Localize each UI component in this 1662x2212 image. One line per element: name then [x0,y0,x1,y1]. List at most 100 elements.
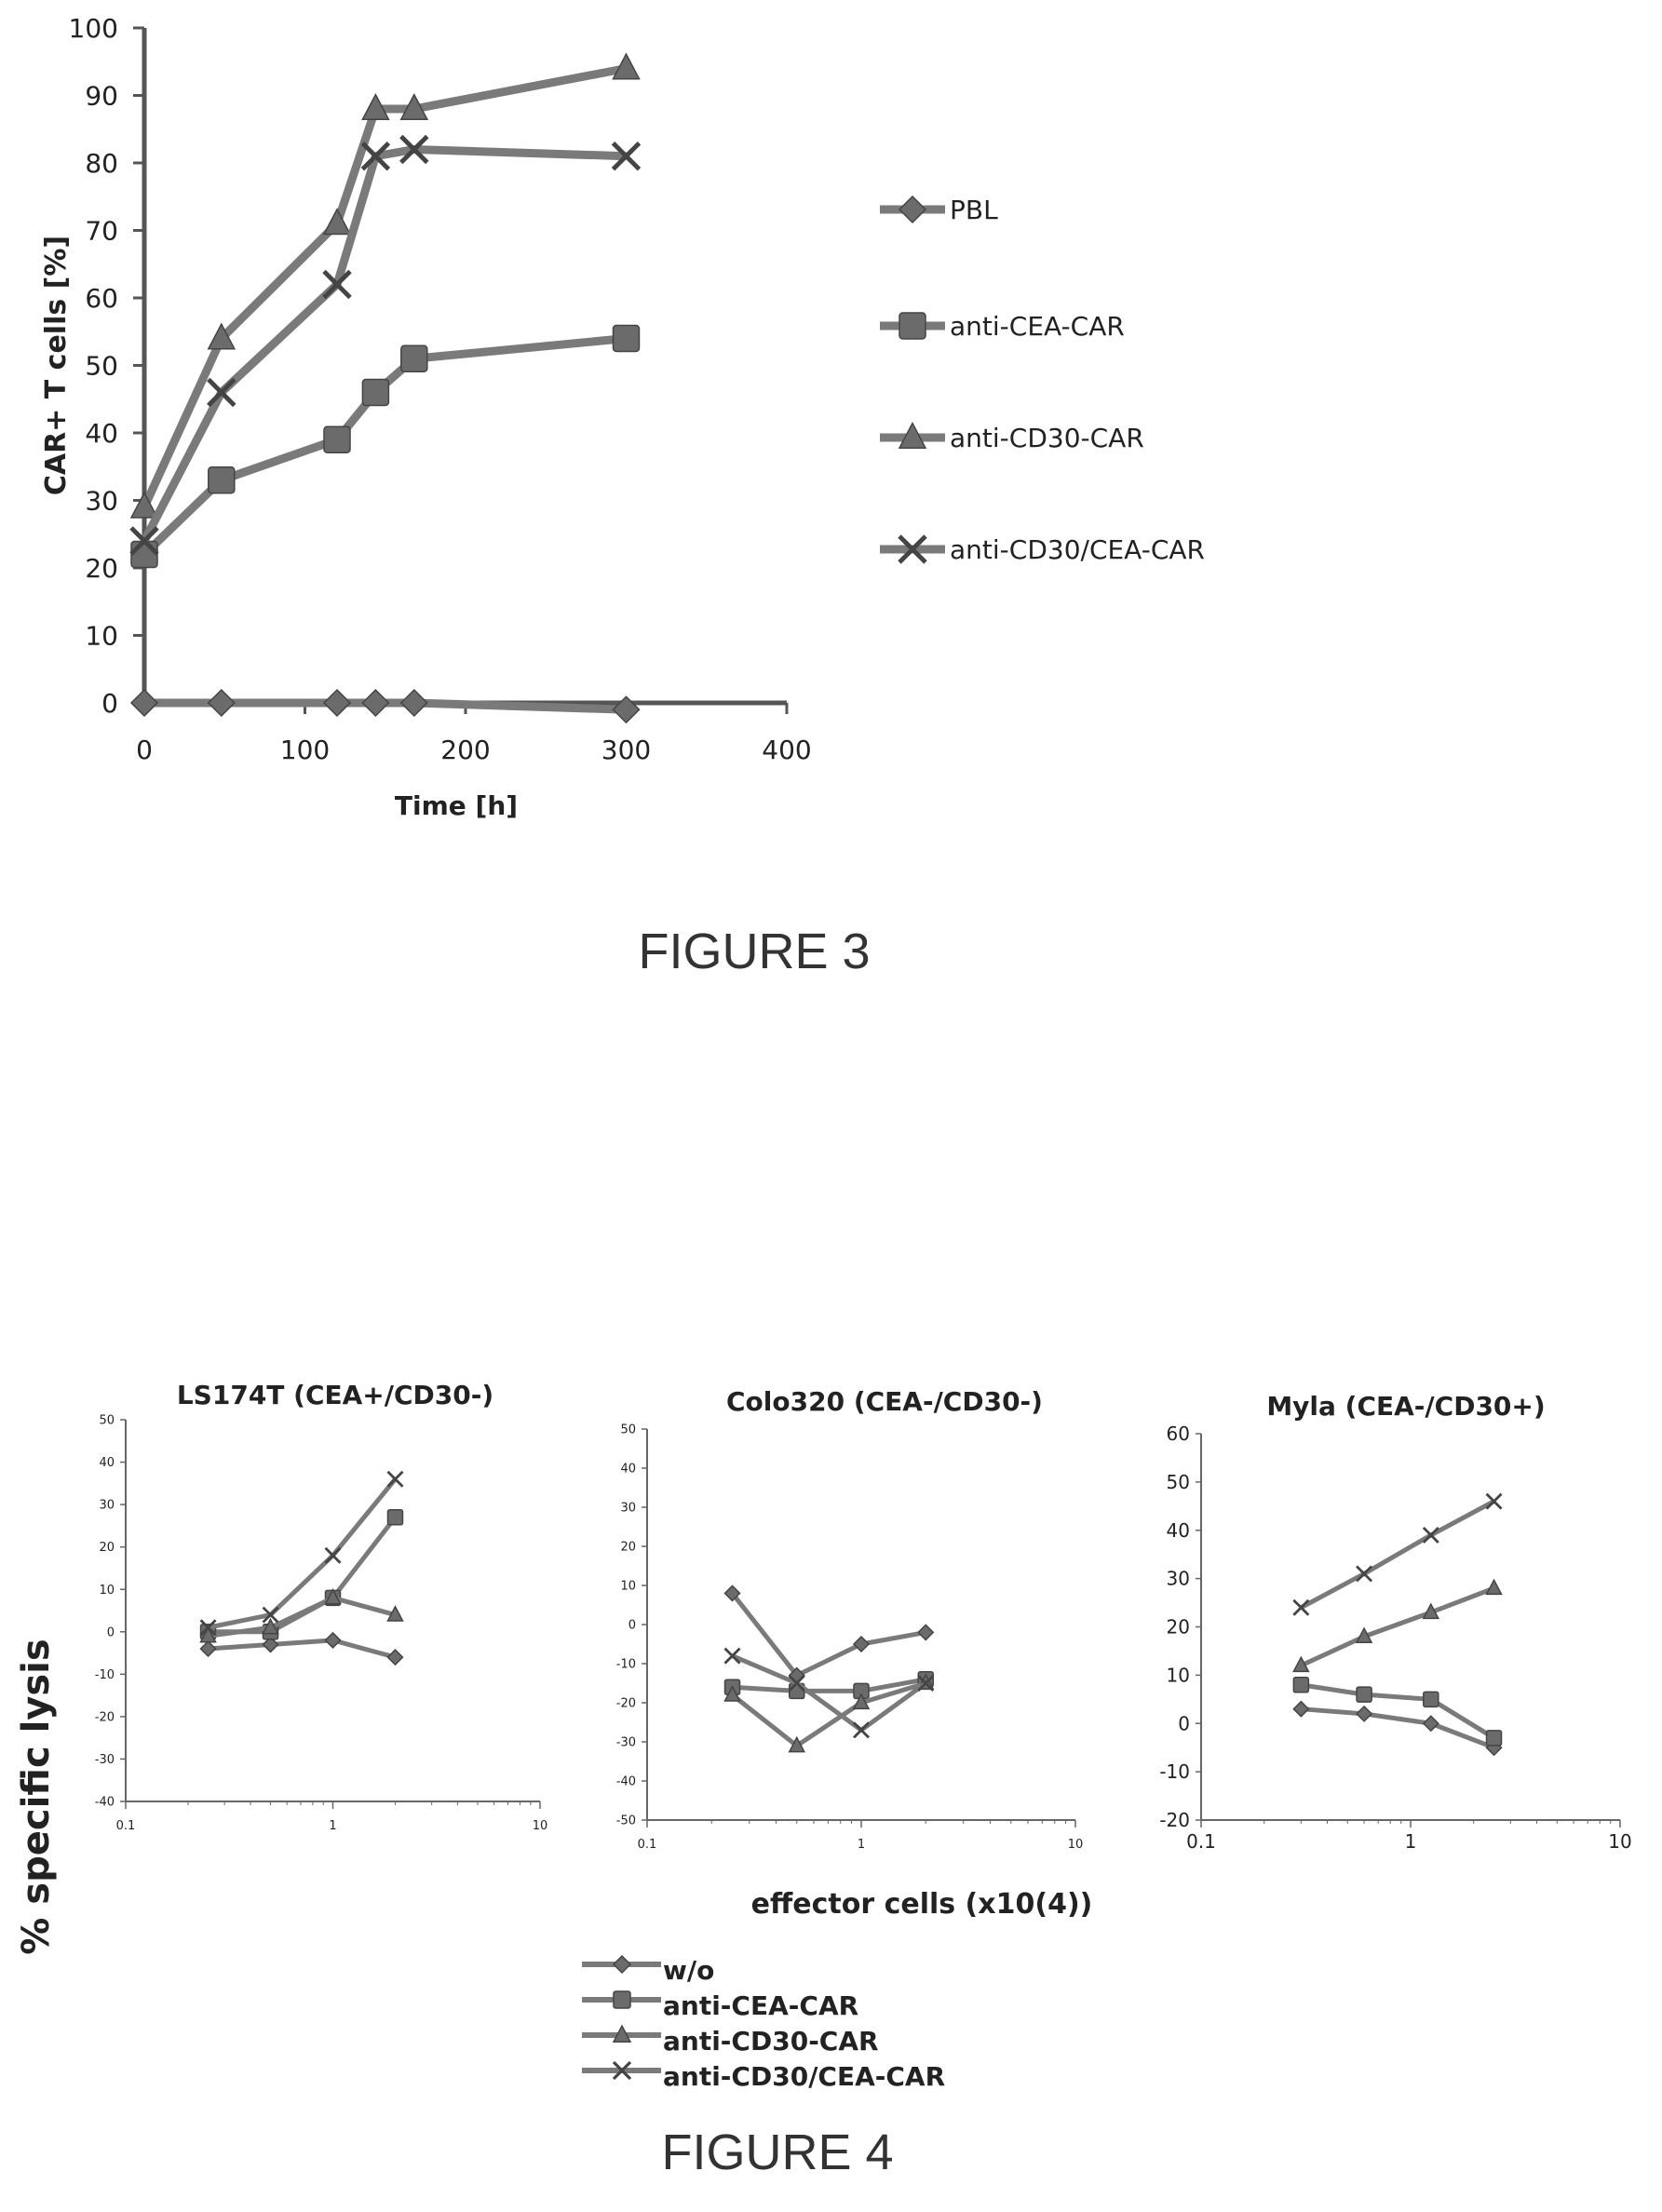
fig4-y-tick-label: -10 [95,1668,115,1682]
fig4-x-tick-label: 10 [533,1819,548,1833]
fig4-line-anti-cea-car [732,1677,926,1693]
fig4-x-tick-label: 10 [1608,1830,1631,1853]
fig3-point-anti-cd30-cea-car [399,134,429,165]
fig3-point-anti-cd30-cea-car-stroke-b [322,269,352,300]
fig3-y-tick-label: 40 [85,418,118,449]
fig4-point-anti-cd30-cea-car-stroke-b [199,1619,217,1637]
fig4-line-w-o [1301,1706,1495,1750]
fig3-y-tick-label: 100 [69,13,118,44]
fig4-y-tick-label: -30 [95,1753,115,1767]
fig4-point-anti-cd30-car [723,1685,741,1702]
fig3-x-tick-label: 300 [601,735,651,765]
fig3-point-pbl [207,688,236,718]
fig4-panel-3: 60 50 40 30 20 10 0 -10 -200.1 1 10 Myla (CEA-/CD30… [1159,1391,1631,1853]
fig4-point-anti-cea-car [1423,1691,1439,1708]
fig4-point-w-o [723,1585,741,1602]
fig3-legend-marker [898,534,927,564]
fig3-line-anti-cd30-car [140,64,628,509]
fig4-x-tick-label: 1 [1405,1830,1417,1853]
fig4-series-anti-cd30-car [723,1673,935,1753]
fig4-point-w-o [386,1649,404,1666]
fig4-point-w-o [324,1631,342,1649]
fig3-point-anti-cd30-cea-car-stroke-b [399,134,429,165]
fig4-line-anti-cd30-car [208,1595,397,1639]
fig4-point-w-o [1356,1705,1373,1722]
fig3-point-anti-cd30-cea-car-stroke-b [207,377,236,408]
fig4-x-tick-label: 1 [858,1838,865,1852]
figure-4-ylabel: % specific lysis [15,1639,58,1954]
fig3-legend-label: anti-CD30/CEA-CAR [950,534,1205,565]
fig4-y-tick-label: 20 [1167,1616,1190,1639]
fig3-series-anti-cd30-cea-car [129,134,642,556]
fig3-legend-marker [898,195,927,224]
fig4-y-tick-label: 50 [1167,1471,1190,1493]
fig4-y-tick-label: 40 [1167,1519,1190,1542]
fig3-y-axis-label: CAR+ T cells [%] [40,236,73,495]
fig3-line-anti-cd30-cea-car [141,145,627,544]
fig4-y-tick-label: -10 [1159,1760,1190,1783]
fig4-y-tick-label: 0 [628,1619,636,1633]
fig3-point-anti-cea-car [361,378,390,407]
fig4-series-anti-cea-car [723,1671,934,1700]
fig3-legend-marker [899,312,926,340]
figure-4-caption: FIGURE 4 [661,2124,893,2180]
fig3-x-tick-label: 400 [762,735,811,765]
fig4-line-anti-cd30-car [730,1680,926,1748]
figure-3-caption: FIGURE 3 [638,924,870,979]
fig3-y-tick-label: 10 [85,621,118,652]
fig4-point-anti-cea-car [1292,1677,1310,1693]
fig4-series-anti-cd30-car [199,1587,404,1643]
fig4-y-tick-label: 30 [620,1502,636,1516]
fig4-series-anti-cd30-cea-car [723,1647,935,1739]
fig3-point-anti-cd30-car [207,322,236,350]
fig4-point-anti-cd30-car [788,1735,806,1753]
fig3-legend-label: PBL [950,195,998,225]
fig4-line-anti-cd30-cea-car [1300,1499,1495,1610]
fig4-y-tick-label: 10 [1167,1664,1190,1686]
fig4-point-anti-cd30-cea-car [917,1675,935,1692]
fig3-legend-label: anti-CEA-CAR [950,311,1125,342]
fig3-series-anti-cea-car [130,324,641,569]
fig3-y-tick-label: 30 [85,486,118,517]
fig3-point-anti-cd30-car [399,92,429,120]
fig4-point-w-o [917,1624,935,1641]
fig3-point-anti-cd30-cea-car [360,142,391,171]
fig4-series-w-o [1292,1700,1503,1757]
figure-4-legend: w/o anti-CEA-CAR anti-CD30-CAR anti-CD30/CE… [582,1954,945,2092]
fig4-y-tick-label: 0 [107,1625,115,1639]
fig4-point-anti-cd30-cea-car [1292,1598,1310,1616]
fig4-legend-marker [613,1990,631,2009]
fig4-point-w-o [852,1635,871,1653]
fig4-y-tick-label: 20 [620,1541,636,1555]
fig4-point-anti-cd30-cea-car [262,1606,279,1624]
fig4-y-tick-label: -30 [616,1736,636,1750]
fig4-panel-title: Myla (CEA-/CD30+) [1266,1391,1545,1422]
fig3-point-anti-cd30-car [129,491,159,519]
fig4-y-tick-label: 50 [620,1423,636,1437]
fig4-point-anti-cd30-car [852,1693,871,1710]
fig3-point-pbl [322,688,352,718]
fig4-point-anti-cd30-car [199,1625,217,1643]
fig3-y-tick-label: 0 [101,688,118,719]
fig4-y-tick-label: -20 [95,1710,115,1724]
fig4-series-anti-cea-car [1292,1677,1503,1747]
fig3-point-anti-cd30-cea-car [129,526,159,556]
fig4-legend-label: anti-CD30-CAR [663,2026,879,2057]
fig4-y-tick-label: 10 [99,1584,115,1598]
fig4-line-anti-cd30-cea-car [731,1653,927,1733]
fig4-point-anti-cd30-cea-car-stroke-b [788,1675,805,1692]
fig4-y-tick-label: 40 [99,1456,115,1470]
fig3-y-tick-label: 20 [85,553,118,584]
fig3-point-anti-cea-car [323,425,351,453]
fig3-y-tick-label: 90 [85,81,118,112]
fig4-y-tick-label: 30 [99,1499,115,1513]
fig3-point-anti-cd30-cea-car [322,269,352,300]
fig4-series-w-o [723,1585,935,1684]
fig4-point-anti-cd30-cea-car-stroke-b [386,1470,404,1488]
fig3-legend-marker-stroke-b [898,534,927,564]
fig4-panel-title: LS174T (CEA+/CD30-) [177,1380,493,1410]
fig4-point-anti-cd30-car [1485,1578,1503,1596]
fig3-point-anti-cd30-car [322,208,352,236]
fig3-point-pbl [129,688,159,718]
figure-3: 0 10 20 30 40 50 60 70 80 90 100 0 100 200 300 400 Time … [40,13,1205,821]
